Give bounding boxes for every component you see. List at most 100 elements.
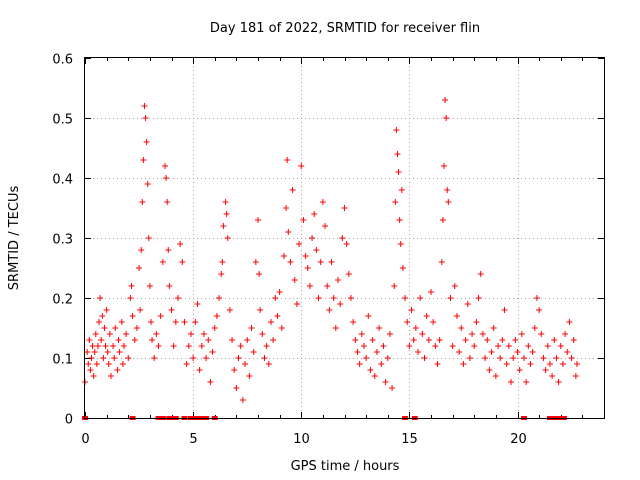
data-point — [86, 337, 93, 343]
grid — [85, 58, 604, 418]
data-point — [378, 361, 385, 367]
data-point — [89, 343, 96, 349]
data-point — [428, 289, 434, 295]
data-point — [490, 325, 497, 331]
data-point — [224, 235, 231, 241]
data-point — [196, 367, 203, 373]
data-point — [423, 313, 430, 319]
data-point — [546, 361, 553, 367]
data-point — [107, 373, 114, 379]
data-point — [319, 199, 326, 205]
data-point — [445, 199, 452, 205]
data-point — [469, 331, 476, 337]
data-point — [354, 349, 361, 355]
data-point — [242, 361, 249, 367]
data-point — [475, 295, 482, 301]
data-point — [482, 355, 489, 361]
data-point — [179, 259, 186, 265]
data-point — [283, 205, 290, 211]
data-point — [566, 319, 573, 325]
data-point — [508, 379, 515, 385]
data-point — [544, 343, 551, 349]
data-point — [495, 343, 502, 349]
y-axis-label: SRMTID / TECUs — [7, 186, 22, 291]
data-point — [114, 367, 121, 373]
data-point — [263, 343, 270, 349]
data-point — [542, 367, 549, 373]
data-point — [133, 325, 140, 331]
data-point — [402, 295, 409, 301]
data-point — [218, 271, 225, 277]
data-point — [430, 319, 437, 325]
data-point — [555, 379, 562, 385]
data-point — [477, 271, 484, 277]
data-point — [112, 325, 119, 331]
axis-ticks: 0 0.1 0.2 0.3 0.4 0.5 0.6 0 5 10 15 20 — [52, 53, 604, 447]
data-point — [326, 307, 333, 313]
data-point — [166, 283, 173, 289]
data-point — [110, 343, 117, 349]
data-point — [473, 319, 480, 325]
data-point — [488, 349, 495, 355]
data-point — [131, 337, 138, 343]
data-point — [250, 349, 257, 355]
data-point — [486, 367, 493, 373]
data-point — [531, 325, 538, 331]
y-tick-label: 0.3 — [52, 233, 73, 248]
data-point — [440, 163, 447, 169]
data-point — [397, 241, 404, 247]
data-point — [449, 343, 456, 349]
data-point — [270, 337, 277, 343]
data-point — [94, 343, 101, 349]
data-point — [139, 199, 146, 205]
data-point — [360, 343, 367, 349]
data-point — [391, 283, 398, 289]
data-point — [237, 343, 244, 349]
data-point — [163, 175, 170, 181]
data-point — [425, 337, 432, 343]
data-point — [165, 247, 172, 253]
data-point — [140, 157, 147, 163]
data-point — [300, 217, 307, 223]
data-point — [458, 325, 465, 331]
data-point — [223, 211, 230, 217]
data-point — [145, 235, 152, 241]
data-point — [436, 337, 443, 343]
data-point — [408, 307, 415, 313]
data-point — [226, 307, 233, 313]
data-point — [392, 199, 399, 205]
data-point — [380, 343, 387, 349]
data-point — [265, 361, 272, 367]
data-point — [174, 295, 181, 301]
data-point — [356, 361, 363, 367]
data-point — [376, 325, 383, 331]
data-point — [553, 355, 560, 361]
data-point — [538, 331, 545, 337]
data-point — [317, 259, 324, 265]
data-point — [453, 313, 460, 319]
data-point — [394, 151, 401, 157]
data-point — [520, 355, 527, 361]
data-point — [505, 343, 512, 349]
data-point — [92, 331, 99, 337]
data-point — [395, 169, 402, 175]
data-point — [527, 361, 534, 367]
data-point — [516, 367, 523, 373]
data-point — [439, 217, 446, 223]
data-point — [203, 355, 210, 361]
data-point — [393, 127, 400, 133]
data-point — [93, 361, 100, 367]
data-point — [272, 295, 279, 301]
data-point — [369, 337, 376, 343]
data-point — [313, 247, 320, 253]
data-point — [181, 319, 188, 325]
y-tick-label: 0 — [65, 413, 73, 428]
data-point — [125, 355, 132, 361]
data-point — [233, 385, 240, 391]
x-axis-label: GPS time / hours — [291, 459, 400, 474]
data-point — [185, 343, 192, 349]
data-point — [246, 373, 253, 379]
data-point — [417, 295, 424, 301]
data-point — [205, 337, 212, 343]
data-point — [211, 325, 218, 331]
